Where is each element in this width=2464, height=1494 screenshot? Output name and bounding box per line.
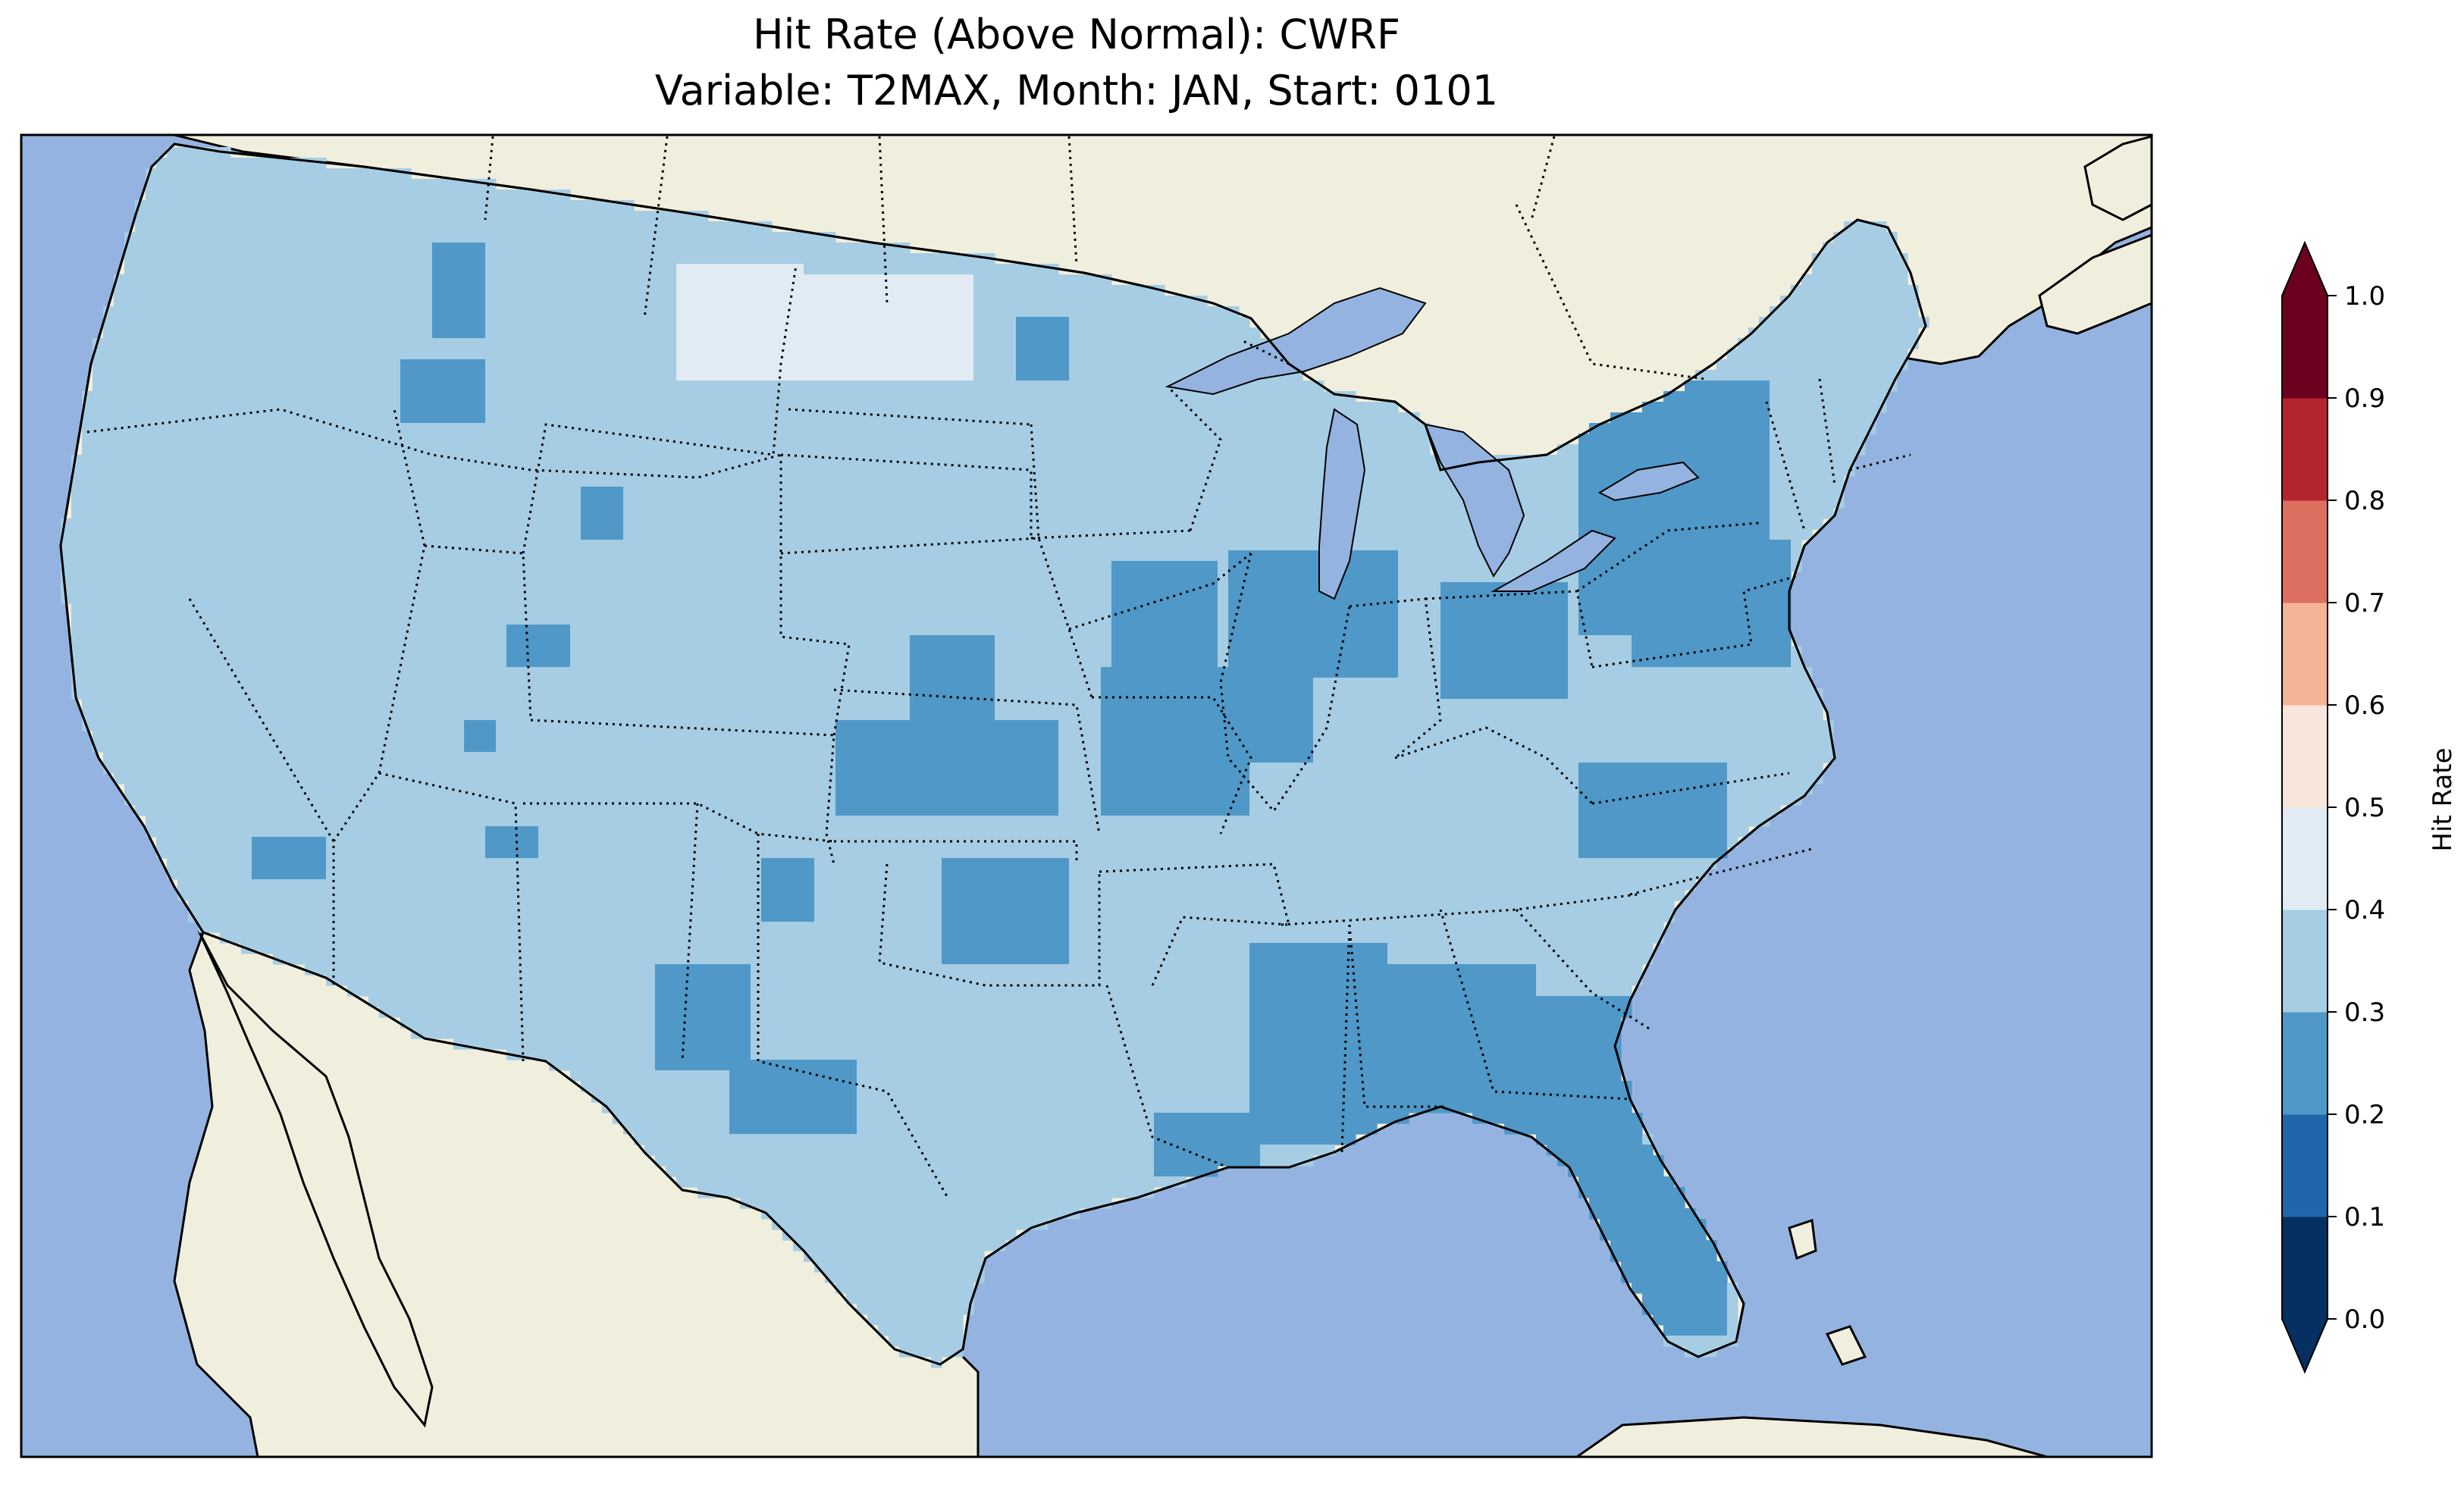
colorbar-bin [2282, 807, 2328, 910]
colorbar-tick-label: 1.0 [2344, 281, 2385, 312]
lake-erie [1491, 529, 1616, 592]
colorbar-bin [2282, 1012, 2328, 1115]
cuba-land [1575, 1416, 2048, 1457]
lake-superior [1165, 287, 1427, 396]
colorbar-bin [2282, 500, 2328, 603]
colorbar-bin [2282, 910, 2328, 1013]
map-title: Hit Rate (Above Normal): CWRF [752, 11, 1401, 58]
colorbar-tick-label: 0.8 [2344, 486, 2385, 516]
colorbar-tick-label: 0.5 [2344, 793, 2385, 823]
lake-michigan [1318, 408, 1366, 600]
map-frame [20, 133, 2153, 1458]
maritimes-land [2038, 233, 2152, 335]
state-borders [86, 136, 1911, 1198]
baja-land [197, 930, 434, 1428]
colorbar-bin [2282, 1114, 2328, 1217]
colorbar-extend-min [2282, 1319, 2328, 1372]
colorbar-tick-label: 0.6 [2344, 691, 2385, 721]
colorbar-label: Hit Rate [2428, 747, 2458, 851]
map-subtitle: Variable: T2MAX, Month: JAN, Start: 0101 [654, 67, 1499, 114]
colorbar-tick-label: 0.9 [2344, 384, 2385, 414]
colorbar-bin [2282, 1217, 2328, 1320]
hit-rate-cells [61, 147, 1930, 1368]
colorbar-tick-label: 0.7 [2344, 588, 2385, 619]
usa-coastline [59, 143, 1927, 1366]
bahamas-land [1788, 1218, 1817, 1261]
colorbar-tick-label: 0.0 [2344, 1305, 2385, 1335]
colorbar-tick-label: 0.4 [2344, 895, 2385, 926]
colorbar-tick-label: 0.3 [2344, 998, 2385, 1028]
lake-ontario [1597, 461, 1700, 502]
colorbar-tick-label: 0.2 [2344, 1100, 2385, 1130]
colorbar-bin [2282, 296, 2328, 399]
colorbar-extend-max [2282, 243, 2328, 296]
lake-huron [1424, 423, 1525, 578]
bahamas-land [1825, 1325, 1867, 1366]
colorbar-bin [2282, 603, 2328, 706]
colorbar-bin [2282, 398, 2328, 501]
newfoundland-land [2083, 135, 2152, 221]
colorbar-bin [2282, 705, 2328, 808]
colorbar-tick-label: 0.1 [2344, 1202, 2385, 1232]
